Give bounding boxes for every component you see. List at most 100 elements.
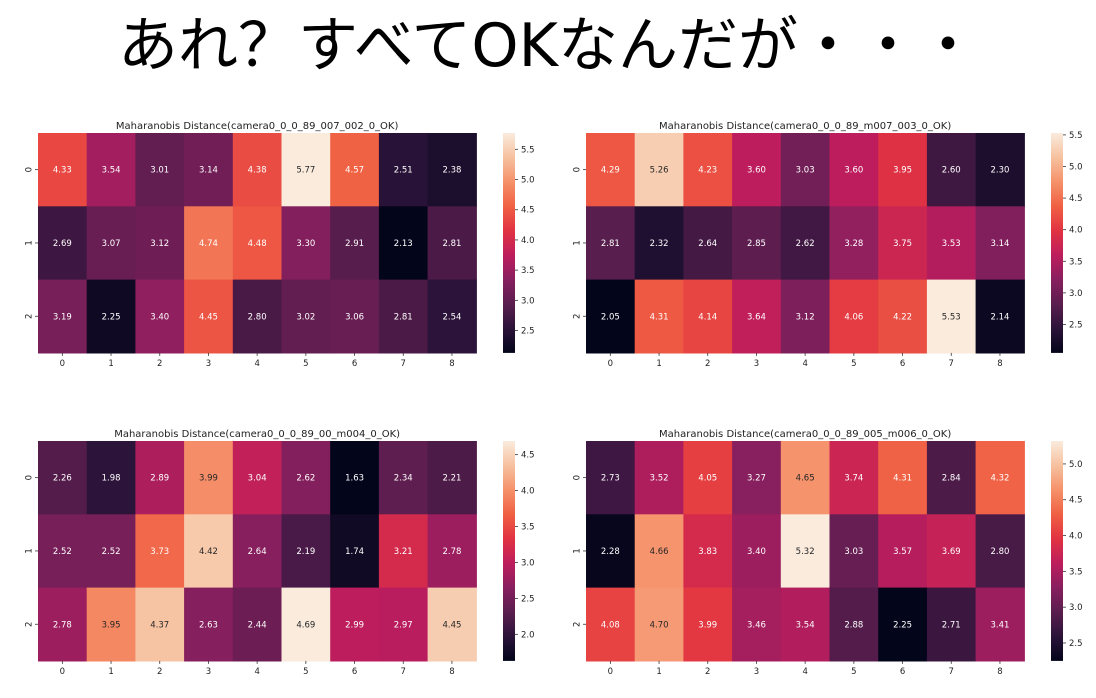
x-tick-label: 3 — [206, 667, 211, 677]
x-tick-label: 6 — [352, 359, 357, 369]
colorbar — [503, 441, 515, 661]
heatmap-cell — [184, 206, 234, 281]
cell-value-label: 2.73 — [601, 474, 620, 484]
cell-value-label: 2.99 — [345, 620, 364, 630]
cell-value-label: 2.38 — [442, 166, 461, 176]
x-tick-label: 8 — [449, 359, 454, 369]
x-tick-label: 2 — [705, 667, 710, 677]
x-tick-label: 0 — [608, 359, 613, 369]
cell-value-label: 1.74 — [345, 547, 364, 557]
cell-value-label: 2.05 — [601, 312, 620, 322]
heatmap-cell — [86, 441, 136, 515]
heatmap-cell — [780, 441, 831, 515]
x-tick-label: 8 — [997, 667, 1002, 677]
cell-value-label: 2.52 — [53, 547, 72, 557]
cell-value-label: 2.64 — [698, 239, 717, 249]
x-tick-label: 4 — [254, 359, 259, 369]
heatmap-cell — [184, 441, 234, 515]
heatmap-cell — [86, 587, 136, 662]
heatmap-cell — [281, 587, 331, 662]
cell-value-label: 3.12 — [796, 312, 815, 322]
heatmap-cell — [330, 279, 380, 354]
cell-value-label: 3.06 — [345, 312, 364, 322]
heatmap-chart-3: Maharanobis Distance(camera0_0_0_89_005_… — [573, 429, 1083, 677]
heatmap-panel-top-right: Maharanobis Distance(camera0_0_0_89_m007… — [548, 115, 1096, 377]
cell-value-label: 4.32 — [990, 474, 1009, 484]
cell-value-label: 2.44 — [248, 620, 267, 630]
heatmap-cell — [926, 441, 977, 515]
cell-value-label: 3.95 — [102, 620, 121, 630]
colorbar — [1051, 441, 1063, 661]
cell-value-label: 2.28 — [601, 547, 620, 557]
cell-value-label: 3.30 — [296, 239, 315, 249]
cell-value-label: 4.66 — [650, 547, 669, 557]
heatmap-cell — [878, 279, 928, 354]
heatmap-cell — [586, 279, 636, 354]
heatmap-cell — [38, 133, 88, 207]
cell-value-label: 3.27 — [747, 474, 766, 484]
colorbar-tick-label: 3.5 — [521, 523, 535, 533]
x-tick-label: 8 — [997, 359, 1002, 369]
heatmap-cell — [330, 587, 380, 662]
cell-value-label: 2.62 — [796, 239, 815, 249]
heatmap-cell — [878, 441, 928, 515]
cell-value-label: 4.45 — [442, 620, 461, 630]
cell-value-label: 2.88 — [844, 620, 863, 630]
heatmap-cell — [683, 206, 733, 281]
cell-value-label: 2.80 — [248, 312, 267, 322]
cell-value-label: 3.69 — [942, 547, 961, 557]
y-tick-label: 2 — [573, 314, 583, 319]
heatmap-cell — [683, 514, 733, 589]
heatmap-cell — [926, 133, 977, 207]
cell-value-label: 2.84 — [942, 474, 961, 484]
cell-value-label: 2.62 — [296, 474, 315, 484]
chart-title: Maharanobis Distance(camera0_0_0_89_m007… — [659, 121, 951, 132]
x-tick-label: 5 — [303, 359, 308, 369]
cell-value-label: 3.03 — [796, 166, 815, 176]
heatmap-cell — [878, 587, 928, 662]
heatmap-cell — [829, 441, 879, 515]
cell-value-label: 5.77 — [296, 166, 315, 176]
heatmap-cell — [780, 514, 831, 589]
heatmap-cell — [135, 587, 185, 662]
cell-value-label: 4.05 — [698, 474, 717, 484]
heatmap-cell — [586, 514, 636, 589]
colorbar-tick-label: 3.5 — [521, 266, 535, 276]
cell-value-label: 2.78 — [53, 620, 72, 630]
heatmap-cell — [732, 441, 782, 515]
x-tick-label: 7 — [401, 667, 406, 677]
y-tick-label: 1 — [573, 240, 583, 245]
colorbar-tick-label: 3.0 — [1069, 289, 1083, 299]
heatmap-cell — [780, 279, 831, 354]
heatmap-cell — [330, 514, 380, 589]
cell-value-label: 3.99 — [199, 474, 218, 484]
colorbar-tick-label: 5.0 — [521, 176, 535, 186]
cell-value-label: 3.54 — [102, 166, 121, 176]
chart-title: Maharanobis Distance(camera0_0_0_89_007_… — [116, 121, 399, 132]
heatmap-cell — [427, 206, 477, 281]
cell-value-label: 3.07 — [102, 239, 121, 249]
heatmap-cell — [683, 441, 733, 515]
colorbar-tick-label: 3.0 — [1069, 603, 1083, 613]
y-tick-label: 0 — [25, 475, 35, 480]
heatmap-cell — [926, 279, 977, 354]
heatmap-cell — [427, 441, 477, 515]
cell-value-label: 2.89 — [150, 474, 169, 484]
heatmap-cell — [427, 587, 477, 662]
cell-value-label: 3.01 — [150, 166, 169, 176]
heatmap-cell — [378, 587, 429, 662]
heatmap-cell — [86, 133, 136, 207]
cell-value-label: 4.45 — [199, 312, 218, 322]
cell-value-label: 4.33 — [53, 166, 72, 176]
heatmap-cell — [427, 514, 477, 589]
colorbar-tick-label: 2.5 — [521, 594, 535, 604]
cell-value-label: 3.12 — [150, 239, 169, 249]
heatmap-cell — [427, 279, 477, 354]
heatmap-cell — [634, 279, 684, 354]
heatmap-cell — [378, 514, 429, 589]
cell-value-label: 4.31 — [893, 474, 912, 484]
x-tick-label: 2 — [157, 359, 162, 369]
cell-value-label: 2.69 — [53, 239, 72, 249]
heatmap-cell — [926, 206, 977, 281]
x-tick-label: 6 — [352, 667, 357, 677]
